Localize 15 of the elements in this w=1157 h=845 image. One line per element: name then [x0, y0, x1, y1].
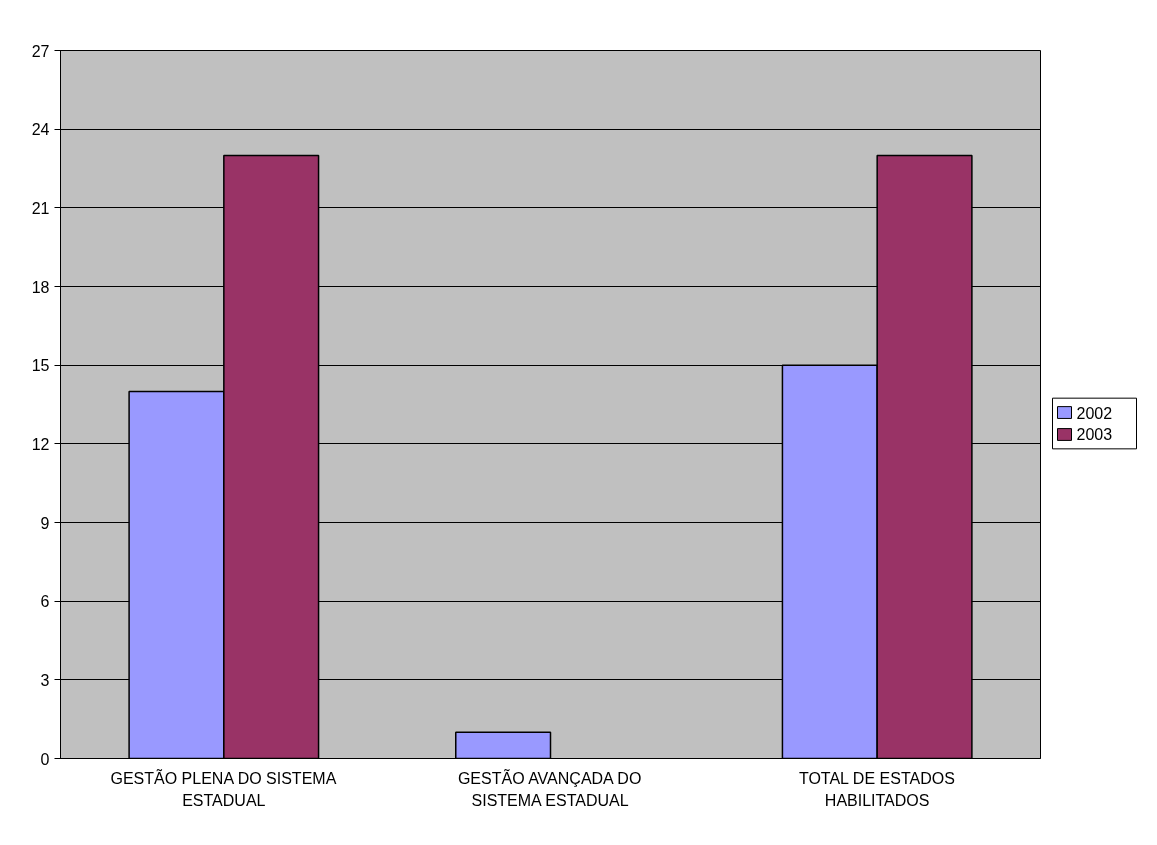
y-tick-label: 21: [31, 199, 50, 217]
y-tick-label: 3: [40, 671, 50, 689]
legend-label: 2003: [1076, 426, 1113, 444]
y-tick-label: 15: [31, 357, 50, 375]
x-tick-label: GESTÃO AVANÇADA DO SISTEMA ESTADUAL: [457, 767, 642, 809]
y-tick-label: 27: [31, 42, 50, 60]
y-tick-label: 0: [40, 750, 50, 768]
y-tick-label: 18: [31, 278, 50, 296]
y-tick-label: 9: [40, 514, 50, 532]
x-tick-label: GESTÃO PLENA DO SISTEMA ESTADUAL: [110, 767, 337, 809]
legend-label: 2002: [1076, 404, 1113, 422]
y-tick-label: 12: [31, 435, 50, 453]
y-tick-label: 24: [31, 121, 50, 139]
y-tick-label: 6: [40, 593, 50, 611]
x-tick-label: TOTAL DE ESTADOS HABILITADOS: [798, 769, 955, 809]
